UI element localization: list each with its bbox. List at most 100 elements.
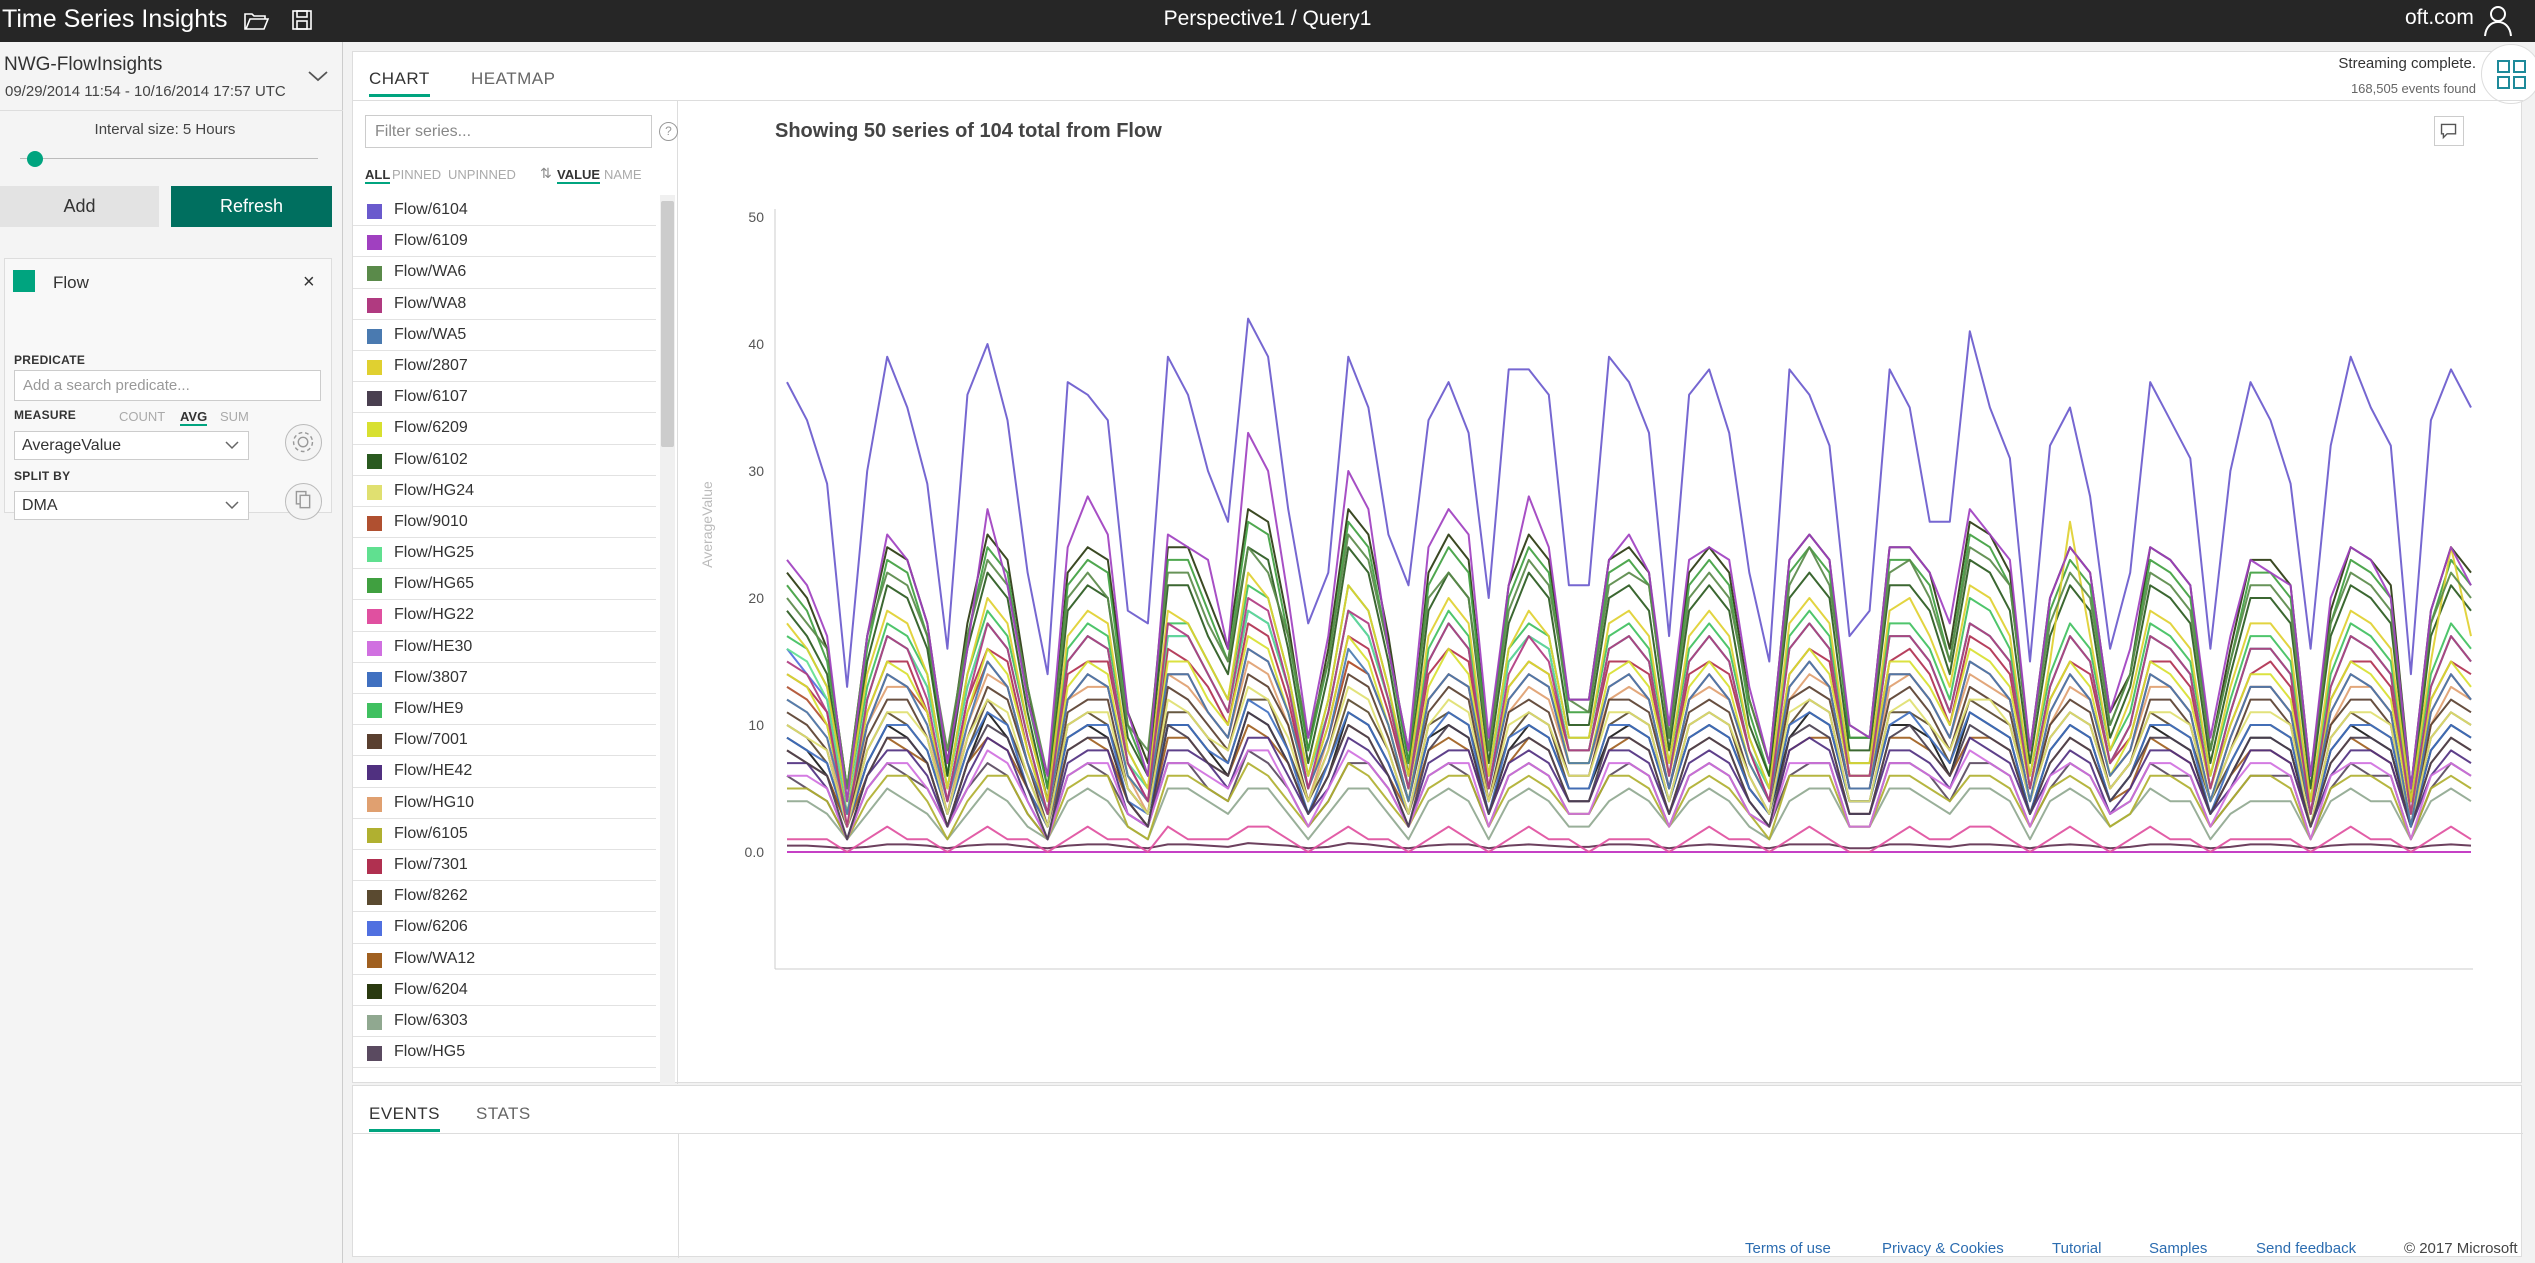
interval-slider-thumb[interactable] (27, 151, 43, 167)
series-line (786, 711, 2472, 841)
series-color-swatch (367, 359, 382, 375)
tab-stats[interactable]: STATS (476, 1104, 531, 1123)
series-list-item[interactable]: Flow/HG25 (353, 538, 656, 570)
interval-slider-track[interactable] (20, 158, 318, 159)
folder-open-icon[interactable] (242, 6, 270, 34)
refresh-button[interactable]: Refresh (171, 186, 332, 227)
series-name: Flow/8262 (394, 887, 468, 905)
filter-pinned[interactable]: PINNED (392, 167, 442, 182)
sort-icon[interactable]: ⇅ (540, 165, 552, 181)
environment-name[interactable]: NWG-FlowInsights (4, 54, 163, 75)
series-name: Flow/WA5 (394, 325, 467, 343)
sort-value[interactable]: VALUE (557, 167, 601, 184)
series-list-item[interactable]: Flow/HG5 (353, 1037, 656, 1069)
environment-range: 09/29/2014 11:54 - 10/16/2014 17:57 UTC (5, 83, 286, 100)
series-list-item[interactable]: Flow/6104 (353, 195, 656, 227)
user-icon[interactable] (2482, 2, 2514, 38)
series-line (787, 825, 2472, 853)
interval-label: Interval size: 5 Hours (94, 121, 236, 138)
filter-series-input[interactable] (365, 115, 652, 148)
series-color-swatch (367, 890, 382, 906)
series-list-item[interactable]: Flow/WA6 (353, 257, 656, 289)
series-panel: ? ALL PINNED UNPINNED ⇅ VALUE NAME Flow/… (353, 101, 678, 1084)
series-line (786, 533, 2472, 790)
series-list-item[interactable]: Flow/6105 (353, 819, 656, 850)
split-by-select[interactable]: DMA (14, 491, 249, 520)
tab-heatmap[interactable]: HEATMAP (471, 69, 556, 88)
aggregate-avg[interactable]: AVG (180, 409, 208, 426)
chevron-down-icon[interactable] (306, 68, 330, 84)
series-list-item[interactable]: Flow/HE42 (353, 756, 656, 788)
series-name: Flow/WA6 (394, 263, 467, 281)
tutorial-link[interactable]: Tutorial (2052, 1240, 2102, 1257)
series-list-item[interactable]: Flow/HE30 (353, 632, 656, 663)
series-line (786, 431, 2472, 803)
privacy-link[interactable]: Privacy & Cookies (1882, 1240, 2004, 1257)
x-tick-label: 10/1 (968, 984, 995, 985)
layout-button[interactable] (2481, 44, 2535, 104)
chart-title: Showing 50 series of 104 total from Flow (775, 120, 1162, 142)
series-line (786, 520, 2472, 790)
series-line (787, 749, 2472, 841)
samples-link[interactable]: Samples (2149, 1240, 2208, 1257)
measure-label: MEASURE (14, 408, 77, 422)
main-panel: CHART HEATMAP Streaming complete. 168,50… (352, 44, 2535, 1084)
save-icon[interactable] (288, 6, 316, 34)
series-list-item[interactable]: Flow/6102 (353, 445, 656, 476)
series-list-item[interactable]: Flow/WA12 (353, 944, 656, 975)
feedback-link[interactable]: Send feedback (2256, 1240, 2357, 1257)
sort-name[interactable]: NAME (604, 167, 642, 182)
series-list-item[interactable]: Flow/WA5 (353, 320, 656, 351)
help-icon[interactable]: ? (659, 122, 678, 141)
tab-chart[interactable]: CHART (369, 69, 430, 97)
series-list-item[interactable]: Flow/HE9 (353, 694, 656, 726)
predicate-input[interactable] (14, 370, 321, 401)
series-list-item[interactable]: Flow/6204 (353, 975, 656, 1006)
measure-select[interactable]: AverageValue (14, 431, 249, 460)
series-list-item[interactable]: Flow/8262 (353, 881, 656, 913)
filter-all[interactable]: ALL (365, 167, 391, 184)
aggregate-sum[interactable]: SUM (220, 409, 249, 424)
terms-link[interactable]: Terms of use (1745, 1240, 1831, 1257)
add-button[interactable]: Add (0, 186, 159, 227)
aggregate-count[interactable]: COUNT (119, 409, 166, 424)
copy-button[interactable] (285, 483, 322, 520)
series-line (786, 520, 2472, 803)
query-color-swatch[interactable] (13, 270, 35, 292)
series-name: Flow/9010 (394, 512, 468, 530)
split-by-label: SPLIT BY (14, 469, 71, 483)
comment-button[interactable] (2434, 116, 2464, 146)
series-list-item[interactable]: Flow/6303 (353, 1006, 656, 1038)
series-name: Flow/3807 (394, 668, 468, 686)
series-list-item[interactable]: Flow/7301 (353, 850, 656, 882)
series-list-item[interactable]: Flow/HG24 (353, 476, 656, 507)
divider (0, 110, 343, 111)
series-name: Flow/HG25 (394, 544, 475, 562)
series-list-item[interactable]: Flow/3807 (353, 663, 656, 694)
gear-button[interactable] (285, 424, 322, 461)
series-list-item[interactable]: Flow/HG65 (353, 569, 656, 601)
scrollbar-thumb[interactable] (661, 201, 674, 447)
series-list-item[interactable]: Flow/2807 (353, 351, 656, 383)
comment-icon (2440, 123, 2457, 140)
series-list-item[interactable]: Flow/7001 (353, 725, 656, 757)
series-list-item[interactable]: Flow/HG22 (353, 600, 656, 632)
series-color-swatch (367, 1014, 382, 1030)
series-name: Flow/6206 (394, 918, 468, 936)
tab-events[interactable]: EVENTS (369, 1104, 441, 1132)
series-name: Flow/6102 (394, 450, 468, 468)
series-list-item[interactable]: Flow/6107 (353, 382, 656, 414)
series-list-item[interactable]: Flow/WA8 (353, 289, 656, 320)
series-name: Flow/HE30 (394, 637, 473, 655)
filter-unpinned[interactable]: UNPINNED (448, 167, 516, 182)
close-icon[interactable]: × (303, 271, 315, 293)
account-name[interactable]: oft.com (2405, 6, 2474, 29)
series-list-item[interactable]: Flow/HG10 (353, 788, 656, 819)
line-chart[interactable]: 0.01020304050AverageValue9/299:009/3010:… (679, 101, 2523, 985)
y-axis-label: AverageValue (699, 481, 715, 568)
series-color-swatch (367, 796, 382, 812)
series-list-item[interactable]: Flow/6206 (353, 912, 656, 944)
series-list-item[interactable]: Flow/6209 (353, 413, 656, 445)
series-list-item[interactable]: Flow/6109 (353, 226, 656, 258)
series-list-item[interactable]: Flow/9010 (353, 507, 656, 539)
